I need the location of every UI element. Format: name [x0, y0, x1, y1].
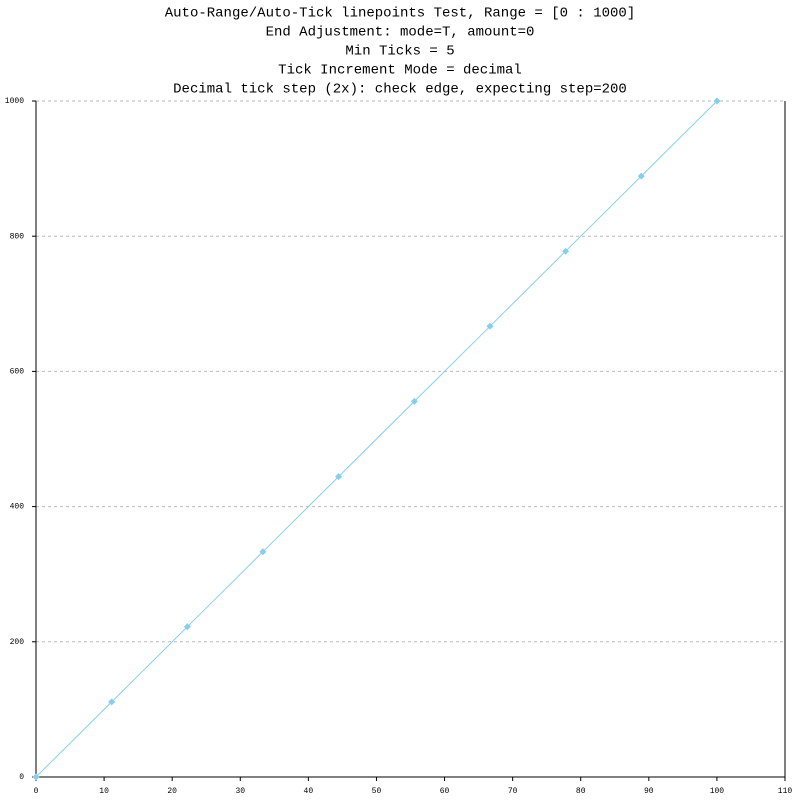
- x-tick-label: 60: [440, 787, 450, 796]
- point: [335, 473, 343, 481]
- x-tick-label: 10: [99, 787, 109, 796]
- y-tick-label: 600: [10, 368, 25, 377]
- x-tick-label: 20: [167, 787, 177, 796]
- chart-title: Auto-Range/Auto-Tick linepoints Test, Ra…: [165, 6, 635, 22]
- y-tick-label: 1000: [5, 97, 24, 106]
- chart-title: Min Ticks = 5: [345, 44, 454, 60]
- point: [486, 322, 494, 330]
- x-tick-label: 100: [710, 787, 725, 796]
- y-tick-label: 400: [10, 503, 25, 512]
- point: [713, 97, 721, 105]
- x-tick-label: 70: [508, 787, 518, 796]
- point: [32, 773, 40, 781]
- y-tick-label: 800: [10, 232, 25, 241]
- chart-title: End Adjustment: mode=T, amount=0: [266, 25, 535, 41]
- x-tick-label: 110: [778, 787, 793, 796]
- x-tick-label: 0: [34, 787, 39, 796]
- x-tick-label: 50: [372, 787, 382, 796]
- point: [183, 623, 191, 631]
- line: [35, 100, 718, 778]
- point: [108, 698, 116, 706]
- point: [410, 397, 418, 405]
- y-tick-label: 0: [19, 773, 24, 782]
- chart-title: Decimal tick step (2x): check edge, expe…: [173, 82, 627, 98]
- point: [562, 247, 570, 255]
- x-tick-label: 40: [304, 787, 314, 796]
- x-tick-label: 80: [576, 787, 586, 796]
- y-tick-label: 200: [10, 638, 25, 647]
- x-tick-label: 30: [235, 787, 245, 796]
- chart-title: Tick Increment Mode = decimal: [278, 63, 522, 79]
- x-tick-label: 90: [644, 787, 654, 796]
- point: [637, 172, 645, 180]
- point: [259, 548, 267, 556]
